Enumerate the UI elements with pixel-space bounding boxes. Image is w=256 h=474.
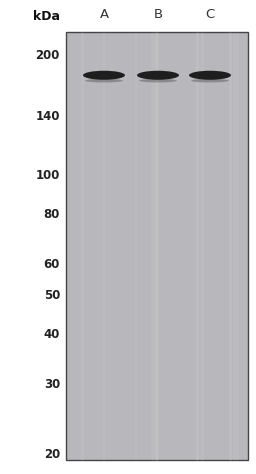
Ellipse shape xyxy=(85,79,123,82)
Text: 30: 30 xyxy=(44,378,60,391)
Text: C: C xyxy=(205,8,215,20)
Text: 100: 100 xyxy=(36,169,60,182)
Text: 140: 140 xyxy=(36,110,60,123)
Text: 60: 60 xyxy=(44,258,60,271)
Text: 200: 200 xyxy=(36,48,60,62)
Text: 40: 40 xyxy=(44,328,60,341)
Text: kDa: kDa xyxy=(33,10,60,23)
Text: A: A xyxy=(99,8,109,20)
Text: 50: 50 xyxy=(44,289,60,302)
Text: B: B xyxy=(153,8,163,20)
Bar xyxy=(66,32,248,460)
Ellipse shape xyxy=(83,71,125,80)
Text: 20: 20 xyxy=(44,448,60,462)
Ellipse shape xyxy=(137,71,179,80)
Ellipse shape xyxy=(189,71,231,80)
Text: 80: 80 xyxy=(44,208,60,221)
Ellipse shape xyxy=(139,79,177,82)
Ellipse shape xyxy=(191,79,229,82)
